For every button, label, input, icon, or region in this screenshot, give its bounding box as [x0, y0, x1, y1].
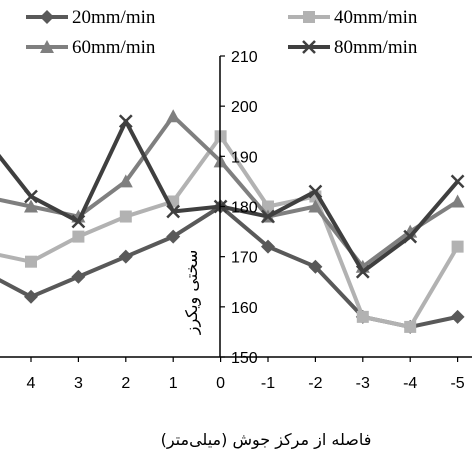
legend-swatch-marker-2: [303, 11, 315, 23]
series-1-point-10: [450, 309, 465, 324]
series-4-point-4-stroke-b: [166, 204, 181, 219]
series-4-point-7-stroke-b: [308, 184, 323, 199]
series-4-point-10: [450, 174, 465, 189]
x-tick-label-10: -5: [450, 375, 464, 392]
y-axis-title: سختی ویکرز: [182, 250, 202, 336]
legend-swatch-marker-4-stroke-b: [302, 40, 316, 54]
series-1-point-3: [118, 249, 133, 264]
series-1-point-4: [166, 229, 181, 244]
series-4-point-6: [261, 209, 275, 224]
series-1-point-1: [24, 289, 38, 304]
series-4-point-9-stroke-b: [403, 229, 418, 244]
y-tick-label-180: 180: [231, 200, 258, 217]
series-2-point-10: [451, 240, 464, 253]
legend: 20mm/min 40mm/min 60mm/min 80mm/min: [26, 7, 418, 58]
legend-label-1: 20mm/min: [72, 7, 156, 28]
legend-swatch-marker-1: [40, 10, 54, 24]
series-2-point-6: [262, 200, 274, 213]
x-tick-label-6: -1: [261, 375, 275, 392]
x-tick-label-8: -3: [356, 375, 370, 392]
legend-item-1: 20mm/min: [26, 7, 156, 28]
legend-label-2: 40mm/min: [334, 7, 418, 28]
x-tick-label-1: 4: [27, 375, 36, 392]
legend-swatch-marker-3: [40, 40, 54, 53]
y-tick-label-160: 160: [231, 300, 258, 317]
series-2-point-3: [119, 210, 132, 223]
legend-item-2: 40mm/min: [288, 7, 418, 28]
series-3-point-1: [24, 199, 38, 213]
series-4-point-2: [71, 214, 86, 229]
series-4-point-4: [166, 204, 181, 219]
series-1-point-7: [308, 259, 323, 274]
series-4-point-6-stroke-b: [261, 209, 275, 224]
series-4-point-3: [118, 114, 133, 129]
series-2-point-1: [25, 255, 37, 268]
x-tick-label-3: 2: [121, 375, 130, 392]
series-4-point-9: [403, 229, 418, 244]
legend-swatch-marker-4: [302, 40, 316, 54]
legend-item-4: 80mm/min: [288, 37, 418, 58]
legend-label-3: 60mm/min: [72, 37, 156, 58]
x-tick-label-7: -2: [308, 375, 322, 392]
series-4-point-8-stroke-b: [355, 264, 370, 279]
legend-item-3: 60mm/min: [26, 37, 156, 58]
series-4-point-8: [355, 264, 370, 279]
series-4-point-1-stroke-b: [24, 189, 38, 204]
series-2-line: [0, 134, 460, 329]
series-1-point-2: [71, 269, 86, 284]
series-1-line: [0, 204, 459, 329]
series-3-line: [0, 114, 459, 269]
x-axis-title: فاصله از مرکز جوش (میلی‌متر): [161, 430, 372, 450]
x-tick-label-2: 3: [74, 375, 83, 392]
series-4-point-7: [308, 184, 323, 199]
x-tick-label-5: 0: [216, 375, 225, 392]
series-1-point-6: [261, 239, 275, 254]
x-tick-label-9: -4: [403, 375, 417, 392]
series-3-point-4: [166, 109, 181, 123]
x-tick-label-4: 1: [169, 375, 178, 392]
series-3-point-7: [308, 199, 323, 213]
series-4-point-10-stroke-b: [450, 174, 465, 189]
y-tick-label-200: 200: [231, 99, 258, 116]
series-2-point-8: [356, 310, 369, 323]
series-3-point-3: [118, 174, 133, 188]
y-tick-label-190: 190: [231, 149, 258, 166]
legend-label-4: 80mm/min: [334, 37, 418, 58]
series-4-point-1: [24, 189, 38, 204]
y-tick-label-150: 150: [231, 350, 258, 367]
series-4-point-3-stroke-b: [118, 114, 133, 129]
series-4-point-2-stroke-b: [71, 214, 86, 229]
y-tick-label-210: 210: [231, 49, 258, 66]
y-tick-label-170: 170: [231, 250, 258, 267]
series-2-point-2: [72, 230, 85, 243]
series-3-point-10: [450, 194, 465, 208]
series-2-point-9: [404, 320, 417, 333]
